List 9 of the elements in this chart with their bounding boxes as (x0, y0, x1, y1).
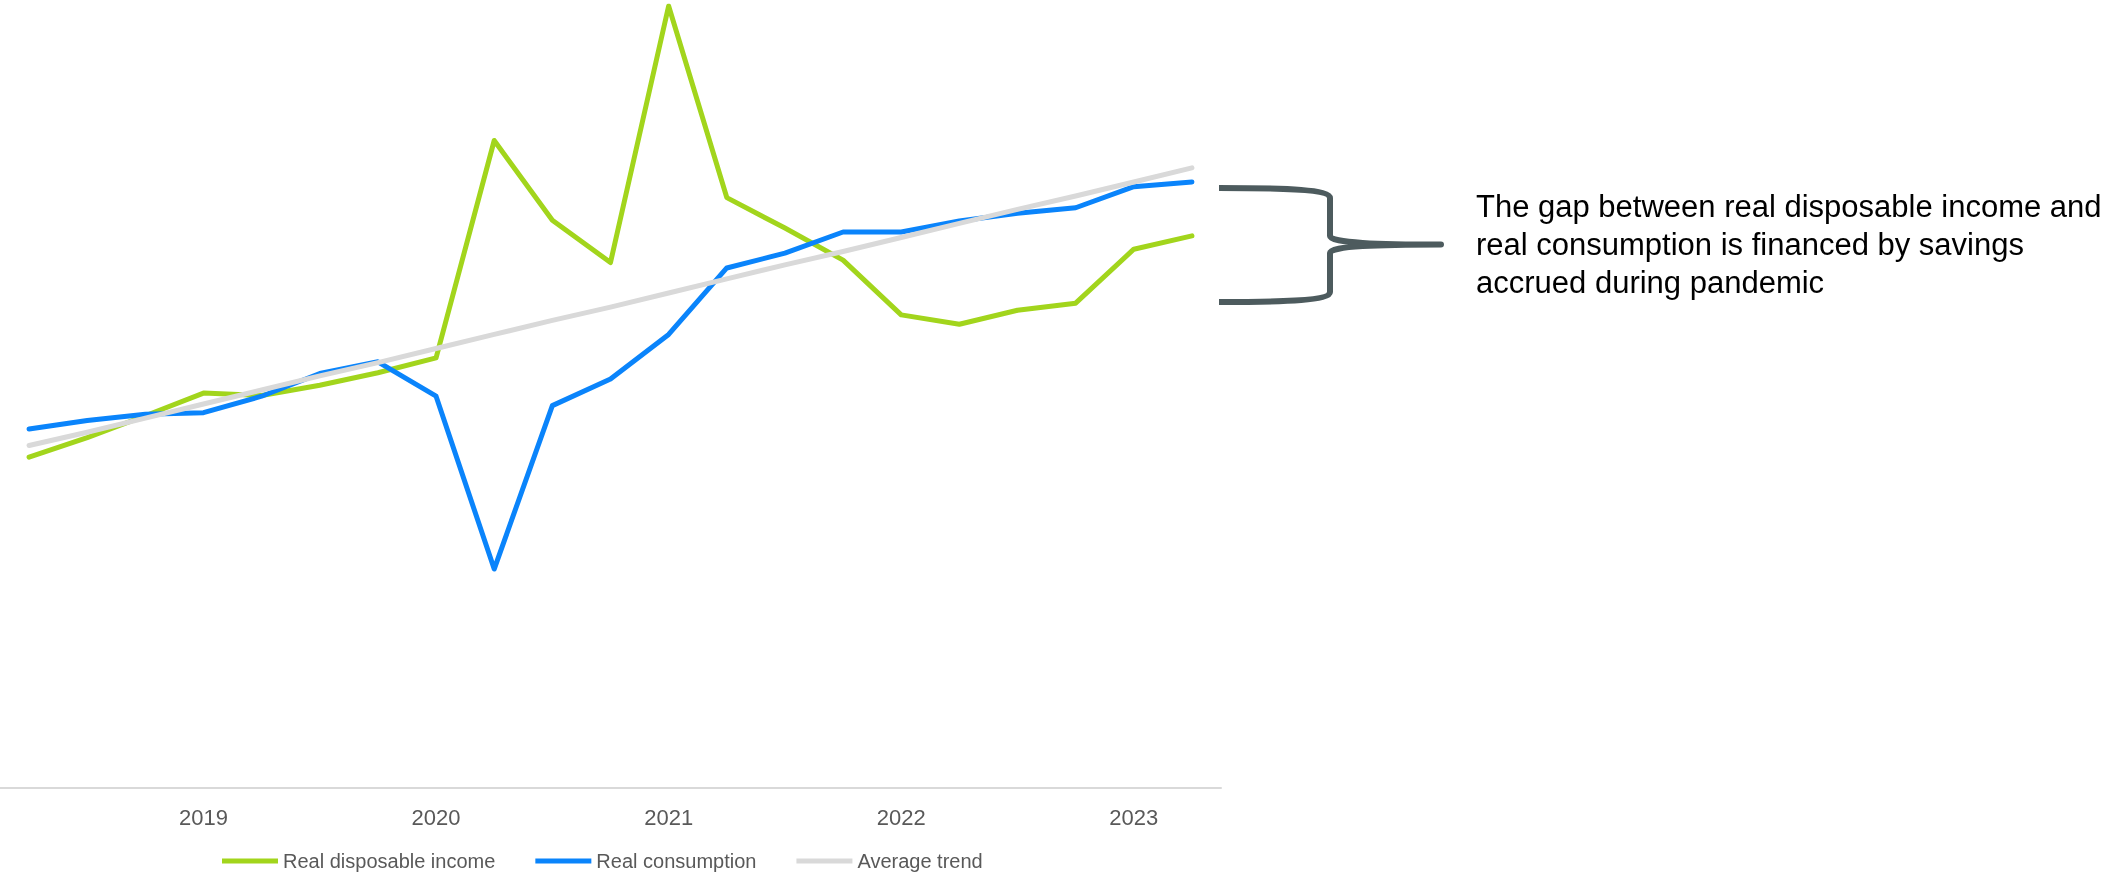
x-tick-label: 2019 (179, 804, 228, 830)
x-tick-label: 2021 (644, 804, 694, 830)
x-tick-label: 2023 (1109, 804, 1159, 830)
legend-label: Real disposable income (283, 850, 496, 872)
text: The gap between real disposable income and real consumption is financed by savings accrued during pandemic (1476, 188, 2103, 302)
x-tick-label: 2020 (411, 804, 461, 830)
legend-label: Average trend (857, 850, 983, 872)
legend-label: Real consumption (596, 850, 757, 872)
x-tick-label: 2022 (876, 804, 926, 830)
